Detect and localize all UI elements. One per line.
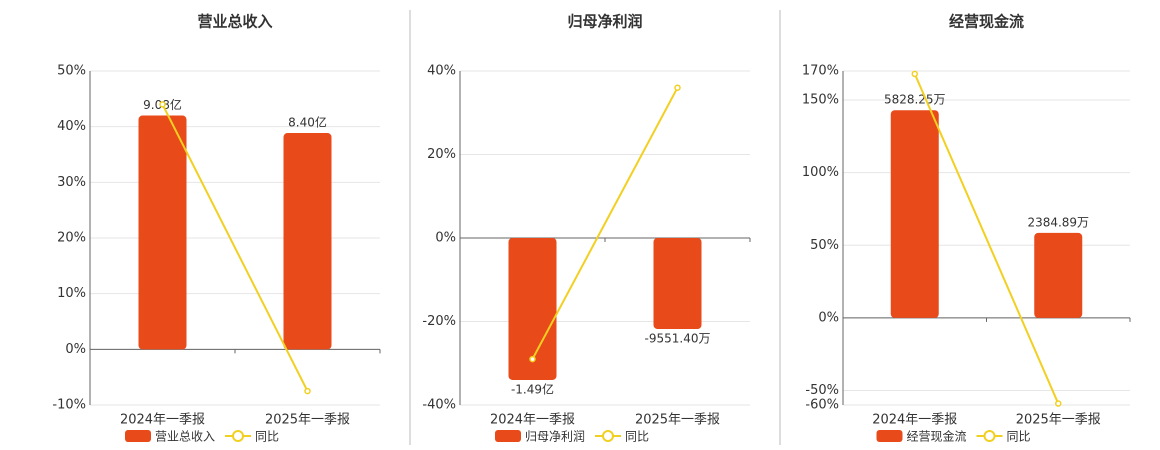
y-tick-label: 100% xyxy=(802,165,839,180)
chart-title: 归母净利润 xyxy=(567,13,642,31)
bar xyxy=(138,115,187,350)
y-tick-label: 20% xyxy=(57,231,86,246)
line-point xyxy=(911,70,918,78)
legend-label: 经营现金流 xyxy=(907,429,967,444)
legend-swatch xyxy=(876,430,903,442)
y-tick-label: -10% xyxy=(52,398,86,413)
line-point xyxy=(159,101,166,108)
value-label: -9551.40万 xyxy=(645,331,711,345)
y-tick-label: -60% xyxy=(805,398,839,413)
value-label: 2384.89万 xyxy=(1027,215,1089,229)
bar xyxy=(890,110,939,318)
legend-swatch xyxy=(125,430,151,442)
legend-label: 同比 xyxy=(1007,430,1031,444)
line-point xyxy=(529,355,536,363)
y-tick-label: 30% xyxy=(57,175,86,190)
x-tick-label: 2024年一季报 xyxy=(490,413,575,428)
y-tick-label: -50% xyxy=(805,383,839,398)
y-tick-label: 170% xyxy=(802,64,839,79)
y-tick-label: 40% xyxy=(427,64,456,79)
value-label: -1.49亿 xyxy=(511,381,554,396)
x-tick-label: 2024年一季报 xyxy=(872,413,957,428)
y-tick-label: 50% xyxy=(57,64,86,79)
legend-label: 营业总收入 xyxy=(155,430,215,444)
legend-marker xyxy=(983,430,996,442)
bar xyxy=(653,238,702,329)
y-tick-label: 150% xyxy=(802,93,839,108)
x-tick-label: 2025年一季报 xyxy=(635,413,720,428)
y-tick-label: 10% xyxy=(57,286,86,301)
value-label: 8.40亿 xyxy=(288,115,327,130)
legend-marker xyxy=(602,430,614,442)
line-point xyxy=(304,387,311,395)
legend-swatch xyxy=(495,430,521,442)
y-tick-label: -20% xyxy=(422,314,456,329)
y-tick-label: 0% xyxy=(435,231,456,246)
line-point xyxy=(674,84,681,91)
bar xyxy=(1034,232,1083,318)
y-tick-label: 0% xyxy=(818,310,839,325)
chart-title: 经营现金流 xyxy=(949,13,1024,31)
line xyxy=(531,87,679,360)
x-tick-label: 2025年一季报 xyxy=(1016,413,1101,428)
x-tick-label: 2024年一季报 xyxy=(120,413,205,428)
line xyxy=(161,103,309,392)
y-tick-label: -40% xyxy=(422,398,456,413)
line xyxy=(913,73,1060,404)
y-tick-label: 20% xyxy=(427,147,456,162)
bar xyxy=(508,238,557,380)
y-tick-label: 50% xyxy=(810,238,839,253)
value-label: 5828.25万 xyxy=(884,93,946,107)
line-point xyxy=(1055,400,1062,407)
legend-marker xyxy=(232,430,244,442)
legend-label: 同比 xyxy=(255,430,279,444)
y-tick-label: 0% xyxy=(65,342,86,357)
bar xyxy=(283,133,332,350)
legend-label: 同比 xyxy=(625,430,649,444)
chart-title: 营业总收入 xyxy=(197,13,272,31)
legend-label: 归母净利润 xyxy=(525,430,585,444)
y-tick-label: 40% xyxy=(57,119,86,134)
x-tick-label: 2025年一季报 xyxy=(265,413,350,428)
